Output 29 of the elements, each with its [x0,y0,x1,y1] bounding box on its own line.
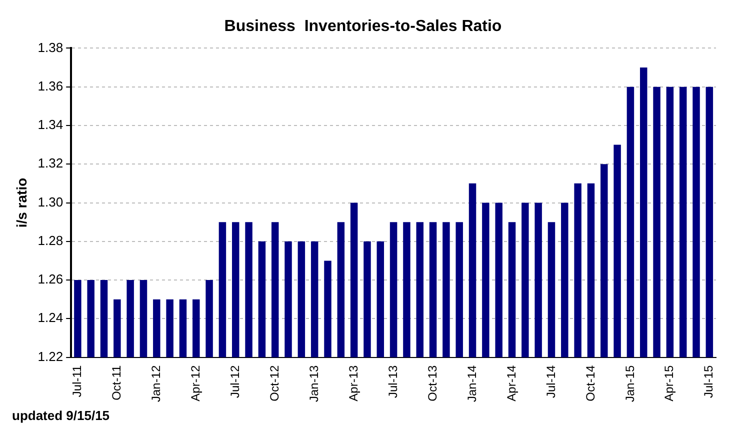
x-tick-label: Jul-15 [702,364,716,398]
y-tick-label: 1.28 [38,232,64,248]
x-tick-label: Oct-12 [267,364,282,402]
x-tick-label: Apr-15 [662,364,676,402]
x-tick-label: Oct-14 [583,364,598,402]
x-tick-label: Jan-15 [622,364,637,402]
y-tick-label: 1.24 [38,310,64,326]
x-tick-label: Oct-13 [425,364,440,402]
text: updated 9/15/15 [12,408,110,423]
x-tick-label: Jul-13 [386,364,400,398]
x-tick-label: Jan-12 [148,364,163,402]
x-tick-label: Jul-11 [70,364,84,398]
y-tick-label: 1.32 [38,156,64,171]
x-tick-label: Jan-14 [464,364,479,402]
y-tick-label: 1.38 [38,40,64,55]
x-tick-label: Jul-12 [228,364,242,398]
x-tick-label: Oct-11 [109,364,124,400]
y-tick-label: 1.34 [38,117,64,132]
x-tick-label: Apr-14 [504,364,518,402]
x-tick-label: Jul-14 [544,364,558,398]
x-tick-label: Apr-13 [346,364,360,402]
y-tick-label: 1.30 [38,194,64,210]
y-tick-label: 1.36 [38,78,64,94]
x-tick-label: Jan-13 [306,364,321,402]
y-tick-label: 1.26 [38,272,64,287]
chart-title: Business Inventories-to-Sales Ratio [224,18,502,36]
y-tick-label: 1.22 [38,348,64,364]
x-tick-label: Apr-12 [188,364,202,402]
y-axis-title: i/s ratio [13,178,30,228]
